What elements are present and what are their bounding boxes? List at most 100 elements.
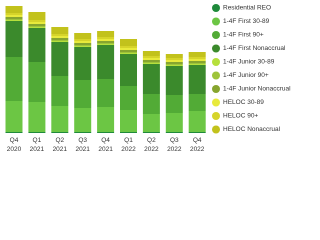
bar-segment xyxy=(142,63,160,64)
bar-segment xyxy=(188,132,206,133)
bar-segment xyxy=(97,45,115,79)
bar-segment xyxy=(5,13,23,15)
bar-segment xyxy=(188,94,206,111)
x-tick-label: Q3 2022 xyxy=(167,137,182,153)
bar-segment xyxy=(188,65,206,94)
bar-segment xyxy=(51,36,69,38)
bar-segment xyxy=(142,51,160,56)
x-tick-label: Q3 2021 xyxy=(75,137,90,153)
bar-segment xyxy=(97,37,115,39)
legend-marker xyxy=(212,125,220,134)
bar-segment xyxy=(142,62,160,63)
bar-segment xyxy=(28,26,46,27)
bar-segment xyxy=(165,58,183,60)
x-tick-label: Q1 2022 xyxy=(121,137,136,153)
legend-label: 1-4F First 30-89 xyxy=(223,18,270,25)
bar-segment xyxy=(165,64,183,65)
bar-segment xyxy=(97,39,115,41)
legend-marker xyxy=(212,85,220,93)
bar-segment xyxy=(74,132,92,133)
legend-marker xyxy=(212,4,220,12)
bar-segment xyxy=(51,38,69,40)
bar-segment xyxy=(74,46,92,47)
bar-segment xyxy=(51,34,69,36)
bar-segment xyxy=(188,61,206,63)
bar-segment xyxy=(120,50,137,52)
legend-label: 1-4F Junior 90+ xyxy=(223,72,269,79)
bar-segment xyxy=(120,86,137,110)
bar-segment xyxy=(5,57,23,101)
bar-segment xyxy=(28,20,46,22)
bar-segment xyxy=(51,132,69,133)
bar-segment xyxy=(142,132,160,133)
x-tick-label: Q2 2021 xyxy=(52,137,68,153)
bar-segment xyxy=(188,57,206,59)
bar-segment xyxy=(5,21,23,57)
legend-label: HELOC 90+ xyxy=(223,113,258,120)
legend-label: 1-4F Junior Nonaccrual xyxy=(223,86,291,93)
legend-marker xyxy=(212,112,220,120)
bar-segment xyxy=(165,62,183,64)
bar-segment xyxy=(5,101,23,132)
legend-label: Residential REO xyxy=(223,5,271,12)
chart: Residential REO 1-4F First 30-89 1-4F Firs… xyxy=(5,4,291,134)
bar-segment xyxy=(51,76,69,106)
legend-marker xyxy=(212,44,220,53)
bar-segment xyxy=(97,43,115,44)
legend-marker xyxy=(212,58,220,66)
legend-marker xyxy=(212,31,220,39)
bar-segment xyxy=(165,132,183,133)
bar-segment xyxy=(120,39,137,46)
legend-label: HELOC Nonaccrual xyxy=(223,126,281,133)
bar-segment xyxy=(188,59,206,61)
bar-segment xyxy=(74,41,92,43)
bar-segment xyxy=(97,31,115,37)
bar-segment xyxy=(5,17,23,19)
bar-segment xyxy=(5,19,23,20)
bar-segment xyxy=(120,110,137,132)
bar-segment xyxy=(165,60,183,62)
bar-segment xyxy=(28,22,46,24)
bar-segment xyxy=(188,111,206,132)
bar-segment xyxy=(51,42,69,76)
bar-segment xyxy=(97,44,115,45)
bar-segment xyxy=(28,12,46,20)
bar-segment xyxy=(51,41,69,42)
bar-segment xyxy=(165,66,183,95)
bar-segment xyxy=(74,108,92,132)
bar-segment xyxy=(165,95,183,113)
bar-segment xyxy=(28,28,46,62)
chart-container: Residential REO 1-4F First 30-89 1-4F Firs… xyxy=(5,4,291,153)
bar-segment xyxy=(120,46,137,48)
bar-segment xyxy=(51,27,69,34)
bar-segment xyxy=(5,132,23,133)
bar-segment xyxy=(120,52,137,53)
bar-segment xyxy=(97,41,115,43)
bar-segment xyxy=(74,80,92,108)
bar-segment xyxy=(51,40,69,41)
bar-segment xyxy=(142,94,160,114)
bar-segment xyxy=(28,24,46,26)
bar-segment xyxy=(28,102,46,132)
bar-segment xyxy=(5,15,23,17)
legend-label: 1-4F First 90+ xyxy=(223,32,264,39)
bar-segment xyxy=(74,45,92,46)
legend-label: 1-4F First Nonaccrual xyxy=(223,45,286,52)
bar-segment xyxy=(142,114,160,132)
bar-segment xyxy=(5,6,23,13)
bar-segment xyxy=(28,132,46,133)
bar-segment xyxy=(97,132,115,133)
bar-segment xyxy=(165,113,183,132)
bar-segment xyxy=(74,39,92,41)
bar-segment xyxy=(97,107,115,132)
bar-segment xyxy=(120,132,137,133)
bar-segment xyxy=(28,27,46,28)
bar-segment xyxy=(188,63,206,64)
bar-segment xyxy=(188,52,206,57)
bar-segment xyxy=(5,20,23,21)
bar-segment xyxy=(74,47,92,80)
x-tick-label: Q2 2022 xyxy=(144,137,159,153)
x-tick-label: Q1 2021 xyxy=(29,137,45,153)
bar-segment xyxy=(120,48,137,50)
bar-segment xyxy=(165,54,183,58)
